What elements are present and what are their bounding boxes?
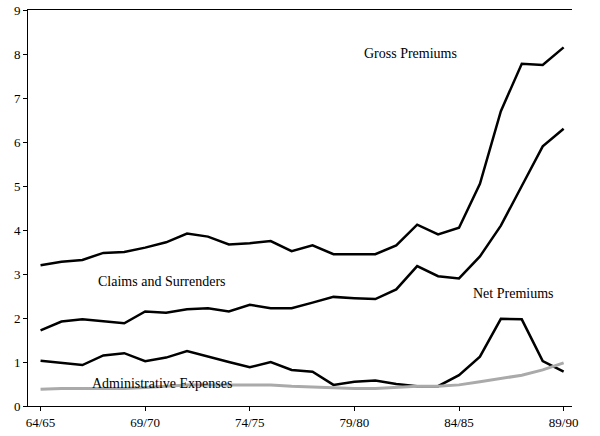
svg-text:Claims and Surrenders: Claims and Surrenders [98, 274, 226, 289]
svg-text:79/80: 79/80 [340, 415, 370, 430]
svg-text:84/85: 84/85 [444, 415, 474, 430]
svg-text:0: 0 [14, 399, 21, 414]
svg-text:4: 4 [14, 223, 21, 238]
svg-text:69/70: 69/70 [130, 415, 160, 430]
svg-text:1: 1 [14, 355, 21, 370]
svg-text:Gross Premiums: Gross Premiums [364, 46, 457, 61]
svg-text:7: 7 [14, 91, 21, 106]
svg-text:89/90: 89/90 [549, 415, 579, 430]
svg-text:9: 9 [14, 3, 21, 18]
svg-text:5: 5 [14, 179, 21, 194]
svg-text:64/65: 64/65 [26, 415, 56, 430]
svg-text:3: 3 [14, 267, 21, 282]
svg-text:8: 8 [14, 47, 21, 62]
svg-text:74/75: 74/75 [235, 415, 265, 430]
svg-text:6: 6 [14, 135, 21, 150]
svg-text:Administrative Expenses: Administrative Expenses [92, 376, 232, 391]
svg-text:Net Premiums: Net Premiums [473, 286, 554, 301]
svg-text:2: 2 [14, 311, 21, 326]
